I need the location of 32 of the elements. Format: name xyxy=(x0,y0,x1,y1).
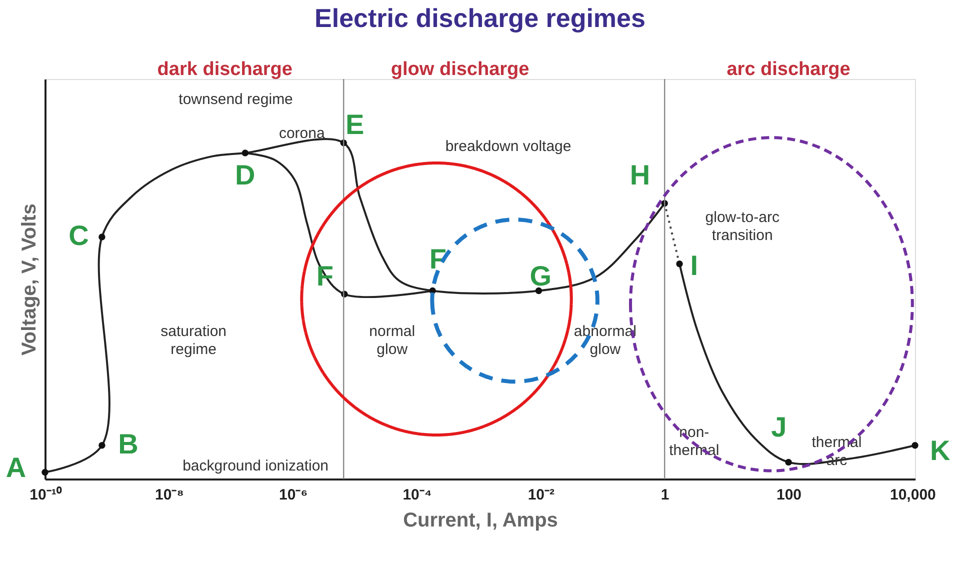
annotation: abnormal glow xyxy=(574,323,636,358)
annotation: background ionization xyxy=(182,458,329,475)
text: dark discharge xyxy=(157,58,292,80)
x-axis-title: Current, I, Amps xyxy=(403,510,558,532)
x-tick-label: 10⁻⁸ xyxy=(155,486,184,504)
chart-title: Electric discharge regimes xyxy=(314,2,646,33)
x-tick-label: 10⁻⁶ xyxy=(279,486,308,504)
x-tick-label: 1 xyxy=(660,486,670,504)
text: arc discharge xyxy=(726,58,850,80)
x-tick-label: 10⁻¹⁰ xyxy=(30,486,62,504)
y-axis-title: Voltage, V, Volts xyxy=(18,204,40,356)
annotation: saturation regime xyxy=(160,323,227,358)
text: townsend regime xyxy=(178,91,293,108)
annotation: H xyxy=(630,159,650,190)
text: glow discharge xyxy=(390,58,530,80)
x-tick-label: 10,000 xyxy=(890,486,936,504)
annotation: B xyxy=(118,428,138,460)
annotation: I xyxy=(690,250,698,282)
text: A xyxy=(6,452,26,483)
x-tick-label: 100 xyxy=(776,486,802,504)
annotation: normal glow xyxy=(369,323,416,358)
annotation: C xyxy=(68,220,89,251)
annotation: J xyxy=(771,412,787,443)
x-tick-label: 10⁻⁴ xyxy=(402,486,432,504)
x-tick-label: 10⁻² xyxy=(528,486,555,504)
annotation: G xyxy=(530,260,552,292)
text: K xyxy=(930,435,950,466)
text: E xyxy=(345,109,364,140)
annotation: glow-to-arc transition xyxy=(705,208,780,244)
annotation: D xyxy=(235,159,256,190)
text: corona xyxy=(278,124,326,142)
annotation: breakdown voltage xyxy=(445,138,572,156)
